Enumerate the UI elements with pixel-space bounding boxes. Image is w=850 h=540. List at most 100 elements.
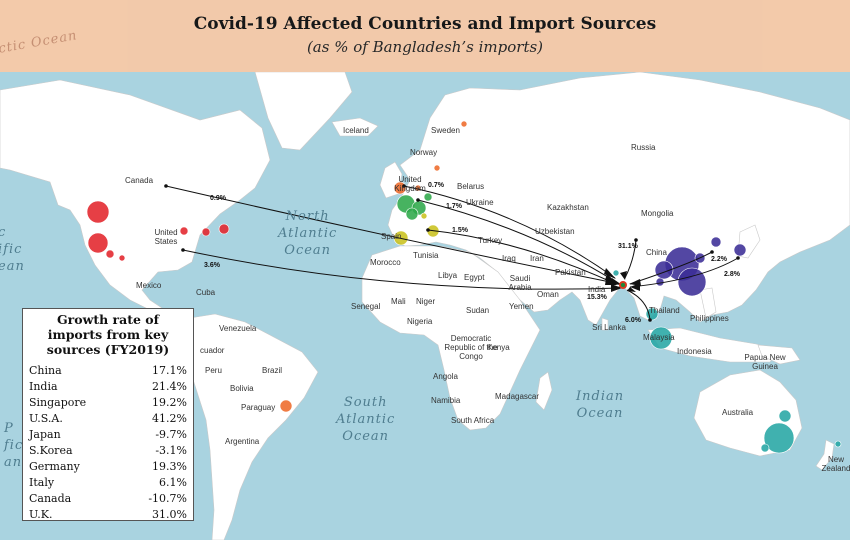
ocean-word: c [0, 224, 25, 241]
growth-country: U.S.A. [29, 411, 63, 425]
bangladesh-marker [619, 281, 627, 289]
growth-row: S.Korea -3.1% [29, 442, 187, 458]
country-label-uzbekistan: Uzbekistan [535, 227, 575, 236]
growth-table-body: China 17.1% India 21.4% Singapore 19.2% U.S.A.… [29, 362, 187, 522]
country-label-papua-new-guinea: Papua New Guinea [744, 353, 786, 371]
country-label-mexico: Mexico [136, 281, 162, 290]
growth-row: U.S.A. 41.2% [29, 410, 187, 426]
arrow-head-singapore [627, 287, 636, 292]
arrow-head-uk [604, 268, 616, 279]
country-label-belarus: Belarus [457, 182, 485, 191]
flow-japan [629, 257, 739, 288]
arrow-origin-uk [402, 184, 406, 188]
country-label-nigeria: Nigeria [407, 317, 433, 326]
eurasia-land [387, 71, 850, 326]
ocean-word: Ocean [342, 429, 390, 444]
growth-row: Canada -10.7% [29, 490, 187, 506]
country-label-united-kingdom: United Kingdom [394, 175, 426, 193]
case-bubble [649, 326, 673, 350]
import-share-japan: 2.8% [724, 271, 740, 278]
case-bubble [834, 440, 842, 448]
growth-table-title: Growth rate of imports from key sources … [46, 312, 170, 357]
country-label-niger: Niger [416, 297, 436, 306]
case-bubble [433, 164, 441, 172]
import-share-south-korea: 2.2% [711, 256, 727, 263]
growth-country: Singapore [29, 395, 87, 409]
greenland-land [254, 71, 353, 151]
ocean-word: ific [0, 242, 23, 257]
south-america-land [187, 313, 319, 540]
ocean-word: fic [4, 438, 24, 453]
growth-value: 19.3% [152, 459, 187, 473]
country-label-united-states: United States [154, 228, 178, 246]
flow-italy [427, 229, 617, 285]
country-label-cuba: Cuba [196, 288, 216, 297]
arrow-head-japan [630, 283, 640, 291]
flow-singapore [626, 289, 651, 321]
country-label-iceland: Iceland [343, 126, 369, 135]
growth-row: Italy 6.1% [29, 474, 187, 490]
growth-value: 17.1% [152, 363, 187, 377]
country-label-morocco: Morocco [370, 258, 401, 267]
pacific-ocean-label-left: c ific ean [0, 224, 25, 275]
page-subtitle: (as % of Bangladesh’s imports) [306, 38, 544, 56]
country-label-south-africa: South Africa [451, 416, 495, 425]
country-label-ukraine: Ukraine [466, 198, 494, 207]
bangladesh-dot-inner [621, 283, 625, 287]
country-label-philippines: Philippines [690, 314, 729, 323]
flow-germany [417, 199, 617, 283]
growth-value: -9.7% [155, 427, 187, 441]
page-title: Covid-19 Affected Countries and Import S… [193, 14, 657, 34]
growth-country: China [29, 363, 62, 377]
growth-row: China 17.1% [29, 362, 187, 378]
country-label-libya: Libya [438, 271, 458, 280]
ocean-word: Atlantic [336, 412, 396, 427]
country-label-bolivia: Bolivia [230, 384, 254, 393]
country-label-thailand: Thailand [649, 306, 680, 315]
case-bubble [105, 249, 115, 259]
country-label-senegal: Senegal [351, 302, 381, 311]
country-label-brazil: Brazil [262, 366, 283, 375]
country-label-indonesia: Indonesia [677, 347, 712, 356]
arrow-origin-singapore [648, 318, 652, 322]
country-label-argentina: Argentina [225, 437, 260, 446]
country-label-egypt: Egypt [464, 273, 485, 282]
growth-country: U.K. [29, 507, 53, 521]
import-share-uk: 0.7% [428, 182, 444, 189]
growth-value: 21.4% [152, 379, 187, 393]
growth-value: -3.1% [155, 443, 187, 457]
import-share-canada: 0.9% [210, 195, 226, 202]
growth-value: 31.0% [152, 507, 187, 521]
import-share-singapore: 6.0% [625, 317, 641, 324]
country-label-spain: Spain [381, 232, 402, 241]
country-label-venezuela: Venezuela [219, 324, 257, 333]
case-bubble [778, 409, 792, 423]
arrow-origin-canada [164, 184, 168, 188]
country-label-paraguay: Paraguay [241, 403, 276, 412]
ocean-word: Atlantic [278, 226, 338, 241]
case-bubble [612, 269, 620, 277]
new-guinea-land [757, 344, 801, 365]
country-label-iran: Iran [530, 254, 544, 263]
country-label-sweden: Sweden [431, 126, 460, 135]
country-label-turkey: Turkey [478, 236, 503, 245]
growth-country: S.Korea [29, 443, 73, 457]
arrow-origin-germany [416, 198, 420, 202]
flow-usa [182, 249, 621, 290]
country-label-drc: Democratic Republic of the Congo [444, 334, 498, 361]
land-masses [0, 71, 850, 540]
country-label-australia: Australia [722, 408, 754, 417]
case-bubble [677, 267, 707, 297]
import-share-usa: 3.6% [204, 262, 220, 269]
growth-row: U.K. 31.0% [29, 506, 187, 522]
growth-rate-table: Growth rate of imports from key sources … [22, 308, 194, 521]
case-bubble [654, 260, 674, 280]
case-bubble [201, 227, 211, 237]
import-share-germany: 1.7% [446, 203, 462, 210]
arrow-origin-usa [181, 248, 185, 252]
growth-country: India [29, 379, 58, 393]
flow-arrows [165, 185, 739, 321]
flow-canada [165, 185, 621, 285]
import-share-italy: 1.5% [452, 227, 468, 234]
